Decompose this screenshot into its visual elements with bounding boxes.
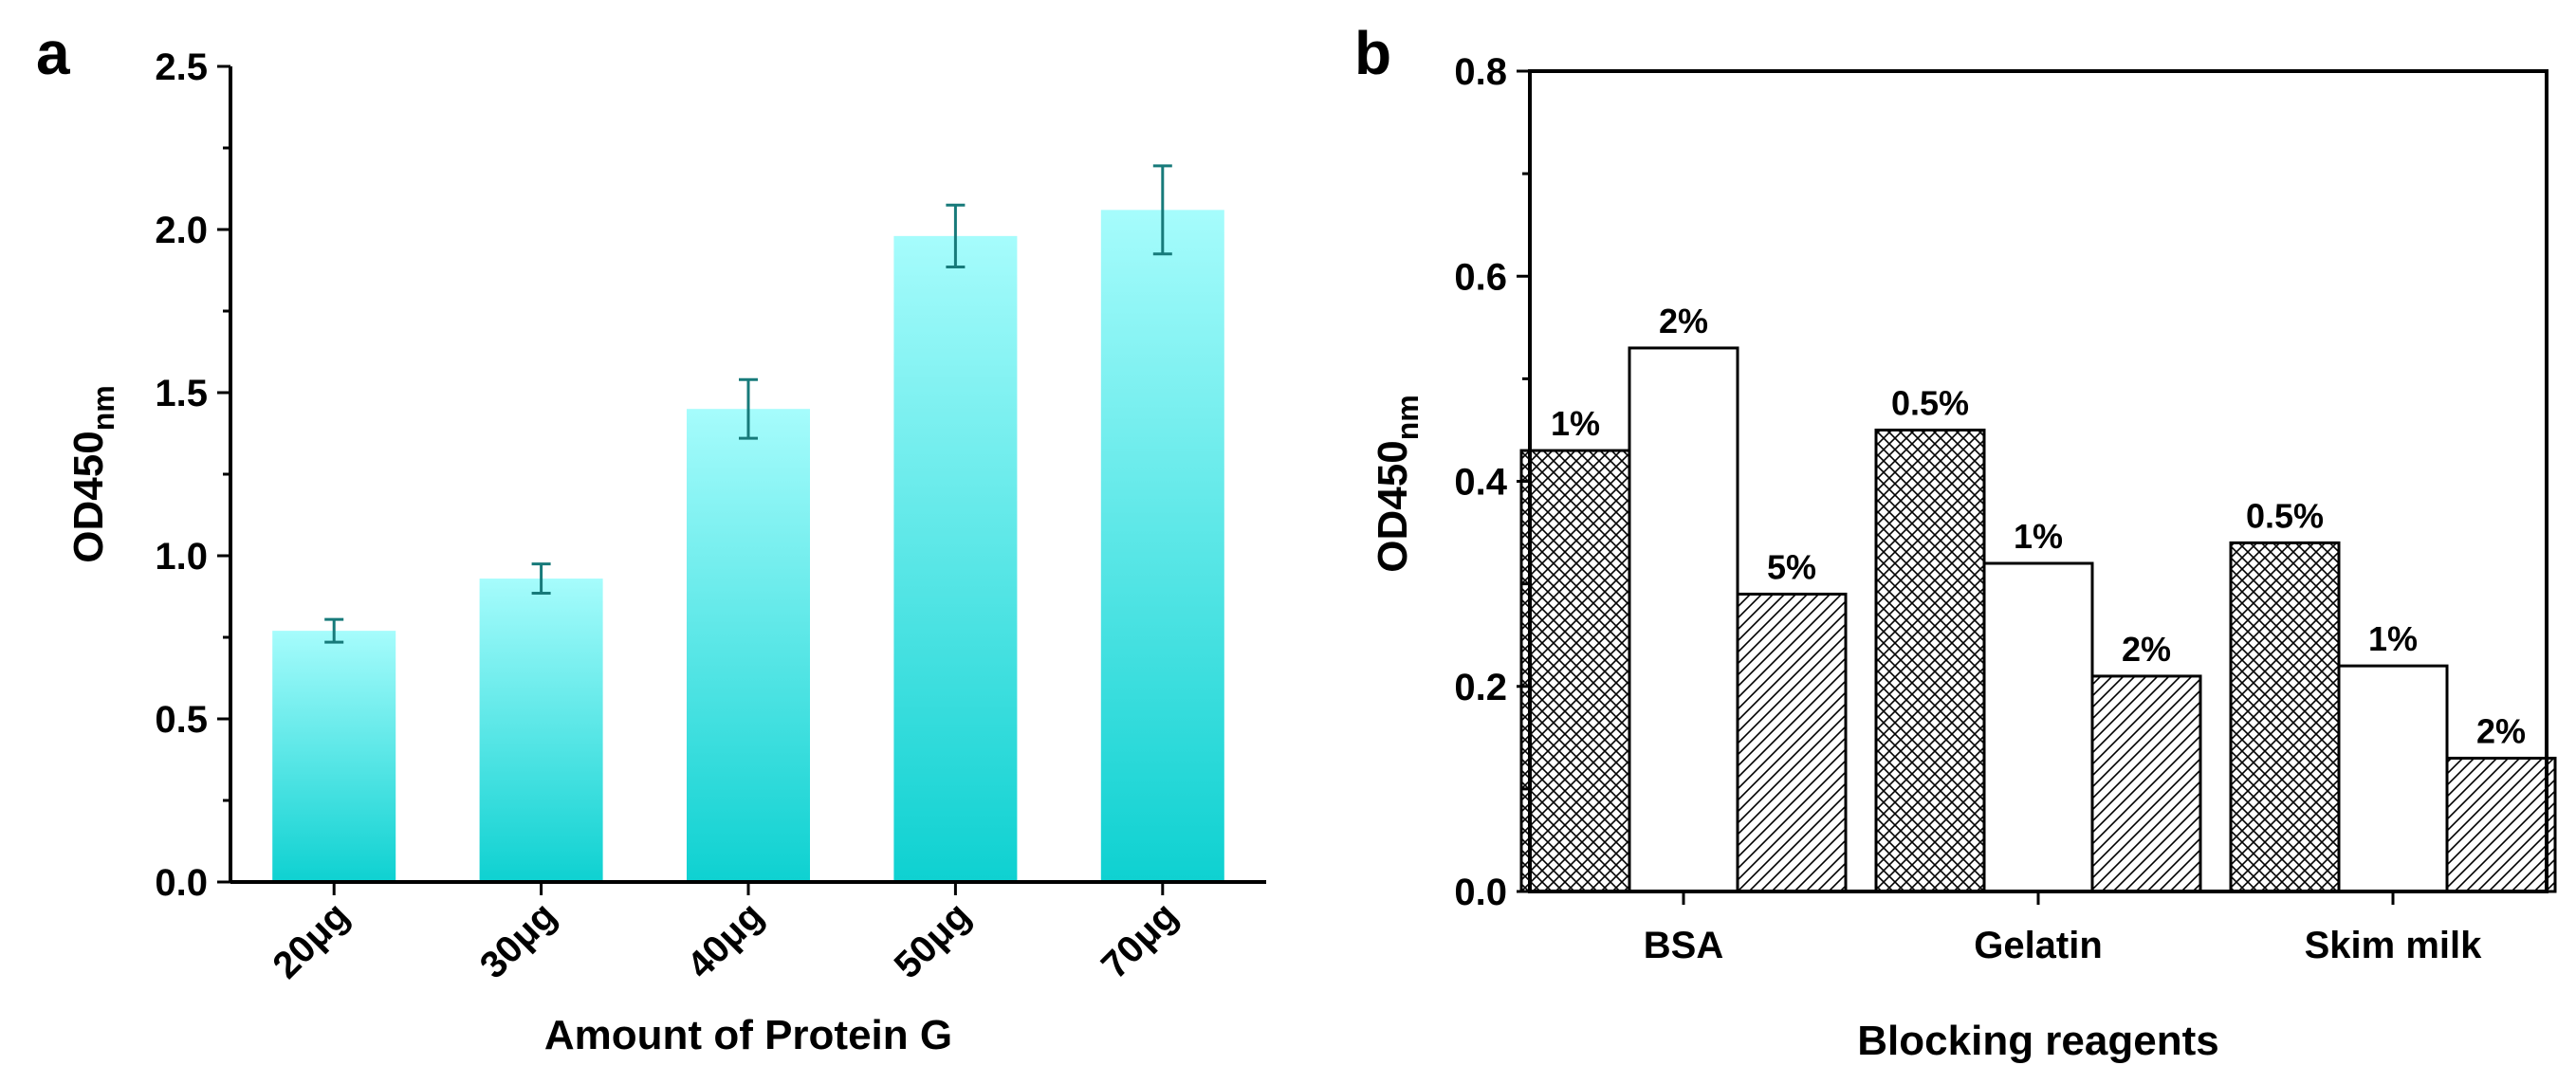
panel-a-x-tick-label: 70μg bbox=[1094, 894, 1186, 986]
panel-b-bar-2-0 bbox=[2229, 541, 2341, 893]
panel-a-y-tick-label: 2.5 bbox=[155, 46, 208, 88]
panel-b-bar-label: 2% bbox=[2476, 711, 2526, 750]
panel-b-bar-label: 1% bbox=[1551, 404, 1600, 443]
panel-a-bar-4 bbox=[1100, 210, 1224, 883]
panel-a-x-title: Amount of Protein G bbox=[544, 1012, 952, 1058]
panel-b-bar-2-1 bbox=[2337, 664, 2449, 893]
panel-a-bar-3 bbox=[893, 235, 1018, 882]
panel-b-y-tick-label: 0.4 bbox=[1454, 462, 1507, 504]
panel-b-bar-label: 0.5% bbox=[1891, 383, 1969, 422]
panel-b-x-title: Blocking reagents bbox=[1857, 1018, 2218, 1064]
panel-a-y-title: OD450nm bbox=[65, 385, 120, 562]
panel-a-y-tick-label: 2.0 bbox=[155, 210, 208, 251]
panel-b-x-tick-label: Skim milk bbox=[2305, 925, 2483, 966]
panel-b: b 1% 2% 5% 0.5% 1% 2% 0.5% 1% 2% 0.0 0.2 0.4 0.6 0.8… bbox=[1354, 19, 2557, 1064]
panel-b-bar-0-1 bbox=[1628, 346, 1739, 893]
panel-b-bar-label: 2% bbox=[2122, 630, 2171, 669]
panel-b-bar-1-1 bbox=[1982, 561, 2094, 893]
panel-a-letter: a bbox=[36, 19, 70, 87]
panel-b-bar-0-2 bbox=[1736, 592, 1848, 893]
panel-a-bar-0 bbox=[272, 631, 396, 882]
panel-a: a 0.0 0.5 1.0 1.5 2.0 2.5 20μg 30μg 40μg 50μg 70μ… bbox=[36, 19, 1266, 1058]
panel-b-x-tick-label: Gelatin bbox=[1974, 925, 2103, 966]
panel-b-bar-label: 2% bbox=[1659, 302, 1708, 340]
panel-a-y-tick-label: 1.5 bbox=[155, 373, 208, 414]
panel-b-y-tick-label: 0.8 bbox=[1454, 51, 1507, 93]
panel-a-x-tick-label: 20μg bbox=[265, 894, 357, 986]
panel-b-bar-0-0 bbox=[1519, 449, 1631, 893]
panel-a-y-tick-label: 1.0 bbox=[155, 536, 208, 578]
panel-b-bar-label: 1% bbox=[2368, 619, 2418, 658]
panel-a-bar-1 bbox=[479, 579, 603, 882]
panel-b-bar-2-2 bbox=[2445, 756, 2557, 893]
panel-a-y-tick-label: 0.5 bbox=[155, 699, 208, 741]
panel-a-x-tick-label: 50μg bbox=[887, 894, 979, 986]
panel-b-y-title: OD450nm bbox=[1370, 395, 1425, 572]
panel-b-y-tick-label: 0.0 bbox=[1454, 872, 1507, 913]
panel-a-x-tick-label: 40μg bbox=[679, 894, 771, 986]
panel-b-y-tick-label: 0.6 bbox=[1454, 256, 1507, 298]
panel-b-bar-label: 0.5% bbox=[2246, 496, 2324, 535]
panel-b-bar-1-0 bbox=[1874, 428, 1986, 893]
panel-b-x-tick-label: BSA bbox=[1644, 925, 1723, 966]
panel-a-x-tick-label: 30μg bbox=[472, 894, 564, 986]
panel-b-letter: b bbox=[1354, 19, 1391, 87]
panel-b-bar-1-2 bbox=[2090, 674, 2202, 893]
panel-b-bar-label: 1% bbox=[2014, 517, 2063, 556]
panel-b-y-tick-label: 0.2 bbox=[1454, 667, 1507, 708]
panel-b-bar-label: 5% bbox=[1767, 547, 1816, 586]
panel-a-bar-2 bbox=[687, 409, 810, 882]
panel-a-y-tick-label: 0.0 bbox=[155, 862, 208, 904]
